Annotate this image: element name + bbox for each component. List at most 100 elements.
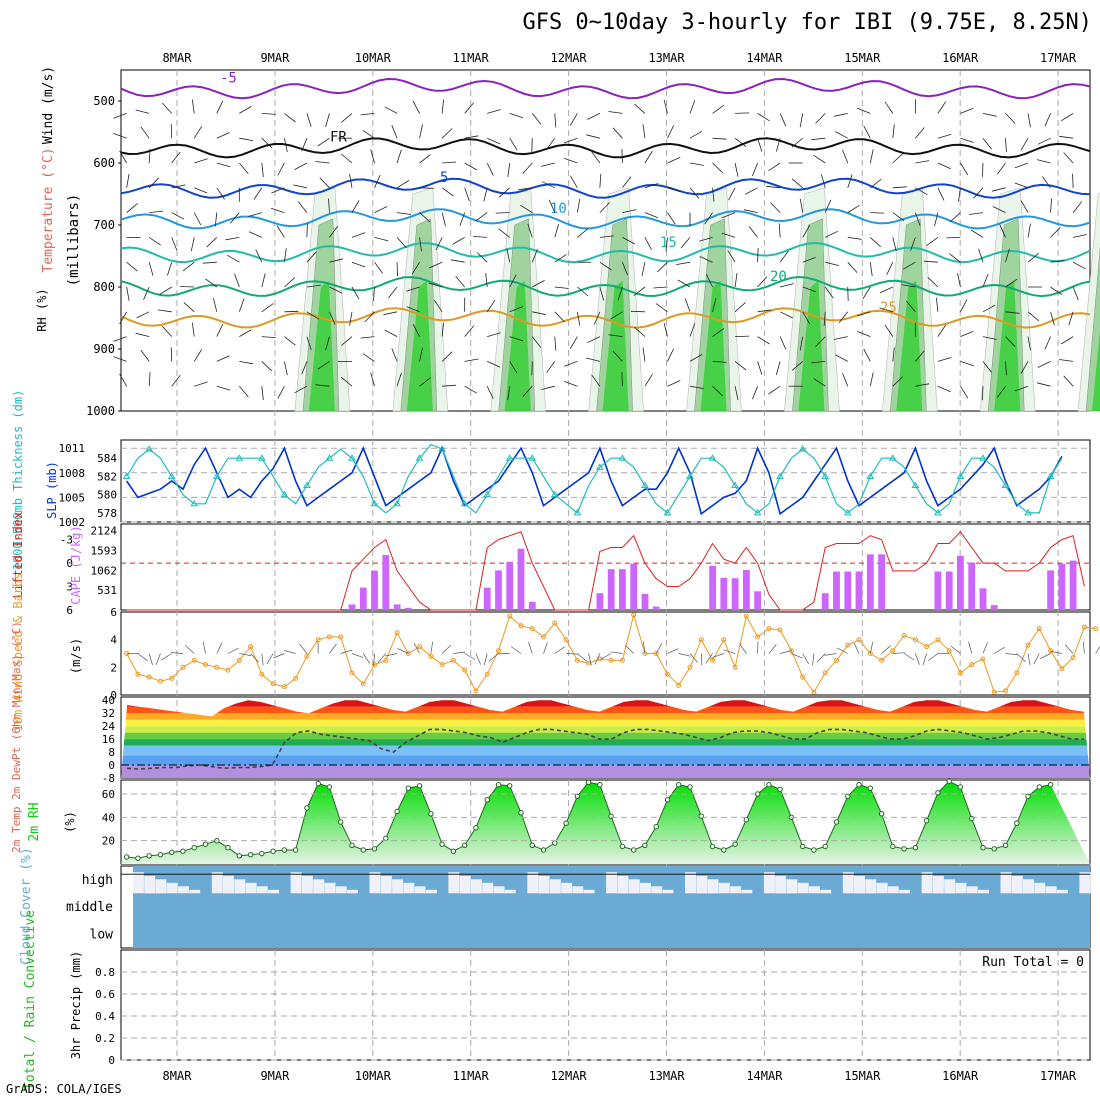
wind-barb xyxy=(936,297,939,312)
wind-barb xyxy=(148,237,162,246)
wind-barb xyxy=(576,311,581,326)
wind-barb xyxy=(1014,162,1029,169)
wind-barb xyxy=(157,309,172,313)
rh-point xyxy=(980,845,986,851)
wind-barb xyxy=(886,262,894,275)
wind-barb xyxy=(903,653,915,661)
wind-barb xyxy=(937,385,951,393)
wind-speed-point xyxy=(473,688,479,694)
rh-point xyxy=(811,847,817,853)
wind-barb xyxy=(531,336,542,348)
wind-barb xyxy=(396,180,410,189)
wind-barb xyxy=(1014,182,1029,189)
thickness-point xyxy=(212,472,221,479)
wind-barb xyxy=(113,356,127,362)
wind-barb xyxy=(634,103,646,114)
wind-barb xyxy=(847,261,858,273)
wind-barb xyxy=(216,162,231,168)
wind-barb xyxy=(1016,653,1026,662)
thickness-point xyxy=(505,454,514,461)
precip-panel: 0 0.2 0.4 0.6 0.8 Run Total = 0 Total / Rain C… xyxy=(23,910,1090,1090)
wind-barb xyxy=(1027,311,1040,322)
wind-barb xyxy=(522,385,533,397)
wind-barb xyxy=(450,259,465,263)
wind-barb xyxy=(1005,653,1018,656)
wind-barb xyxy=(374,261,384,274)
wind-barb xyxy=(973,187,984,199)
rh-point xyxy=(529,842,535,848)
wind-barb xyxy=(227,647,239,654)
cloud-gap xyxy=(144,875,156,894)
wind-barb xyxy=(1082,641,1085,654)
wind-barb xyxy=(927,277,939,288)
slp-tick-label: 1008 xyxy=(59,467,86,480)
wind-barb xyxy=(847,204,860,213)
date-label-top: 8MAR xyxy=(163,51,193,65)
wind-speed-point xyxy=(811,689,817,695)
cloud-gap xyxy=(628,879,640,894)
wind-barb xyxy=(148,177,160,189)
rh-point xyxy=(777,786,783,792)
wind-barb xyxy=(119,373,127,387)
wind-barb xyxy=(1027,113,1031,128)
wind-barb xyxy=(915,187,928,196)
rh-point xyxy=(360,847,366,853)
wind-barb xyxy=(949,212,961,223)
cloud-gap xyxy=(561,882,573,894)
date-label-bottom: 11MAR xyxy=(453,1069,490,1083)
wind-barb xyxy=(978,248,984,263)
pressure-tick-label: 600 xyxy=(93,156,115,170)
wind-barb xyxy=(464,358,479,362)
wind-barb xyxy=(1050,286,1063,296)
wind-barb xyxy=(452,237,465,245)
wind-speed-point xyxy=(405,651,411,656)
wind-barb xyxy=(377,653,387,663)
wind-barb xyxy=(317,361,330,370)
rh-point xyxy=(439,841,445,847)
wind-barb xyxy=(507,386,511,401)
rh-point xyxy=(856,782,862,788)
wind-speed-point xyxy=(225,667,231,673)
rh-2m-panel: 20 40 60 2m RH (%) xyxy=(27,778,1090,864)
cloud-gap xyxy=(899,889,911,894)
wind-barb xyxy=(663,322,668,337)
wind-speed-point xyxy=(281,684,287,690)
wind-barb xyxy=(527,223,533,238)
cloud-gap xyxy=(651,886,663,894)
rh-point xyxy=(619,843,626,850)
rh-tick-label: 20 xyxy=(102,835,115,848)
rh-point xyxy=(169,849,175,855)
date-label-top: 16MAR xyxy=(942,51,979,65)
wind-barb xyxy=(734,361,747,371)
wind-barb xyxy=(250,653,260,663)
rh-point xyxy=(574,793,580,799)
slp-tick-label: 1005 xyxy=(59,491,86,504)
thickness-point xyxy=(122,472,131,479)
wind-barb xyxy=(1064,644,1074,654)
date-label-bottom: 13MAR xyxy=(648,1069,685,1083)
wind-barb xyxy=(884,101,894,114)
wind-barb xyxy=(667,348,674,362)
wind-barb xyxy=(791,653,803,659)
wind-barb xyxy=(194,187,208,194)
wind-barb xyxy=(566,653,579,655)
wind-barb xyxy=(441,187,454,197)
wind-barb xyxy=(509,113,524,119)
cloud-gap xyxy=(493,886,505,894)
wind-barb xyxy=(642,347,646,362)
wind-speed-point xyxy=(732,664,738,670)
wind-barb xyxy=(1073,234,1087,238)
isotherm-label: 20 xyxy=(770,269,787,285)
stability-panel: -3 0 3 6 531 1062 1593 2124 Lifted Index CAPE (J/… xyxy=(11,512,1090,617)
wind-barb xyxy=(791,137,803,148)
cape-bar xyxy=(404,607,412,610)
wind-barb xyxy=(191,99,195,114)
wind-barb xyxy=(483,653,488,666)
wind-barb xyxy=(266,653,274,664)
wind-barb xyxy=(870,237,881,248)
wind-barb xyxy=(546,361,556,373)
wind-barb xyxy=(591,374,601,387)
wind-barb xyxy=(926,237,939,246)
wind-barb xyxy=(159,286,172,295)
run-total-label: Run Total = 0 xyxy=(982,955,1084,970)
